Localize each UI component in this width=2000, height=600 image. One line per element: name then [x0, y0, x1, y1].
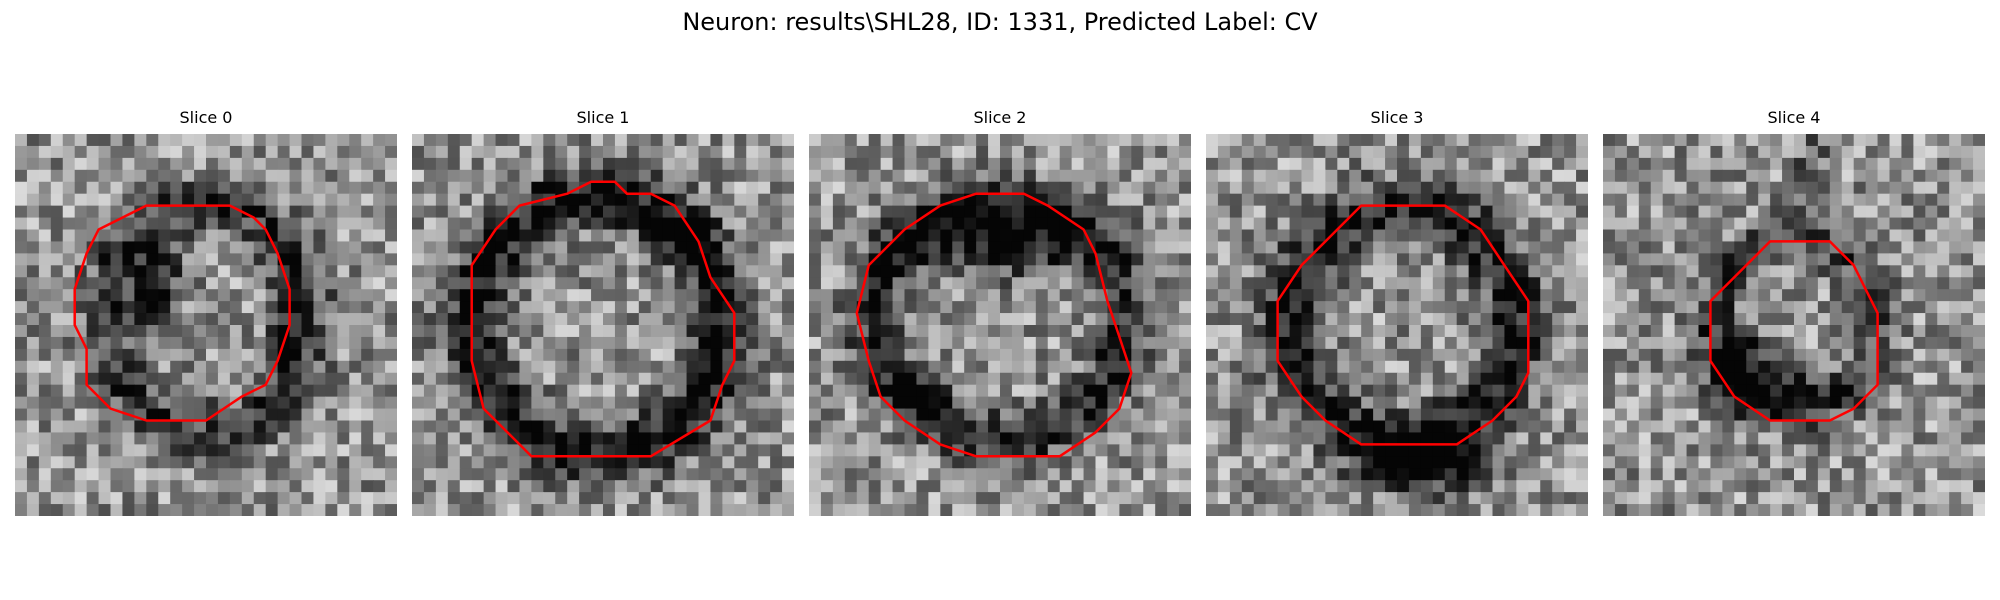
- slice-panel-1: Slice 1: [412, 108, 794, 516]
- pixel-grid: [15, 134, 397, 516]
- pixel-grid: [809, 134, 1191, 516]
- slice-image-3: [1206, 134, 1588, 516]
- slice-image-4: [1603, 134, 1985, 516]
- slice-panel-2: Slice 2: [809, 108, 1191, 516]
- slice-panel-4: Slice 4: [1603, 108, 1985, 516]
- slice-image-2: [809, 134, 1191, 516]
- slice-panel-0: Slice 0: [15, 108, 397, 516]
- slice-image-0: [15, 134, 397, 516]
- slice-title-2: Slice 2: [809, 108, 1191, 128]
- slice-title-0: Slice 0: [15, 108, 397, 128]
- slice-image-1: [412, 134, 794, 516]
- pixel-grid: [1206, 134, 1588, 516]
- pixel-grid: [1603, 134, 1985, 516]
- slice-title-4: Slice 4: [1603, 108, 1985, 128]
- slice-title-1: Slice 1: [412, 108, 794, 128]
- pixel-grid: [412, 134, 794, 516]
- slice-title-3: Slice 3: [1206, 108, 1588, 128]
- slice-panel-3: Slice 3: [1206, 108, 1588, 516]
- figure-title: Neuron: results\SHL28, ID: 1331, Predict…: [0, 6, 2000, 38]
